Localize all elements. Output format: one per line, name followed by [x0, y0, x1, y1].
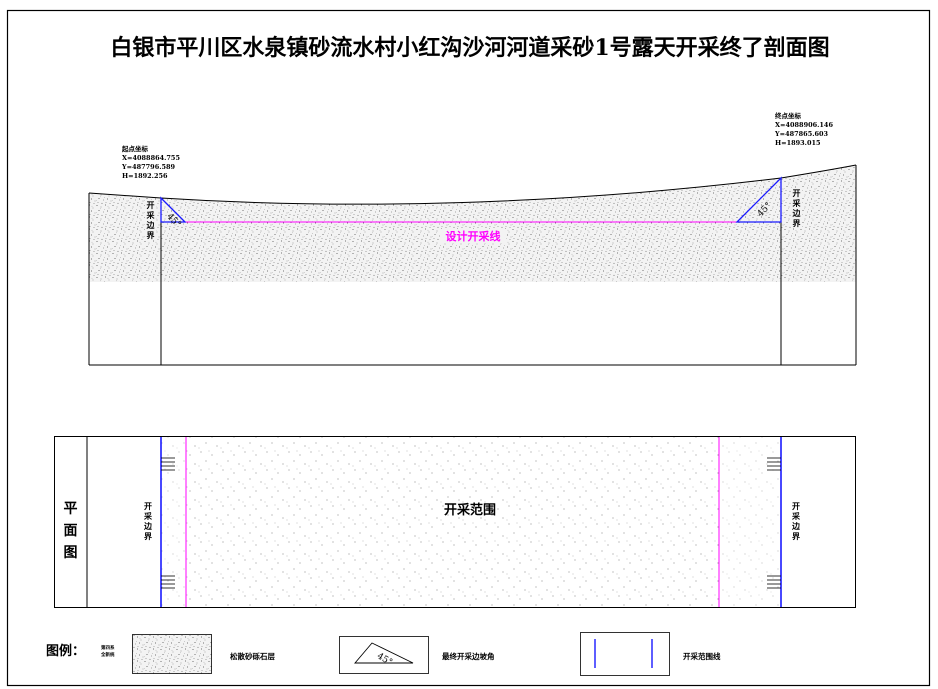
drawing-title: 白银市平川区水泉镇砂流水村小红沟沙河河道采砂1号露天开采终了剖面图 [110, 35, 829, 61]
legend-range-label: 开采范围线 [683, 651, 721, 661]
end-point-coordinates: 终点坐标 X=4088906.146 Y=487865.603 H=1893.0… [774, 111, 833, 147]
left-slope-triangle [160, 196, 187, 223]
right-slope-triangle [735, 176, 782, 223]
svg-text:平面图: 平面图 [64, 501, 78, 561]
legend-slope-swatch [339, 636, 429, 674]
svg-text:开采边界: 开采边界 [143, 501, 153, 541]
plan-buffer-left [161, 437, 186, 607]
section-view: 设计开采线 45° 45° 开采边界 开采边界 起点坐标 X=4088864.7… [88, 111, 857, 366]
sheet-border [6, 9, 931, 687]
section-boundary-right-label: 开采边界 [791, 188, 802, 228]
design-mining-line-label: 设计开采线 [446, 229, 501, 243]
end-point-label: 终点坐标 [775, 111, 802, 120]
start-point-h: H=1892.256 [122, 172, 168, 180]
legend-gravel-label: 松散砂砾石层 [230, 651, 275, 661]
design-line-label-bg [440, 229, 506, 243]
legend-slope-triangle [354, 642, 414, 664]
svg-text:开采边界: 开采边界 [146, 200, 156, 240]
legend-small-label-1: 第四系 [101, 644, 115, 651]
legend-small-label-2: 全新统 [100, 651, 115, 658]
end-point-x: X=4088906.146 [775, 121, 833, 129]
plan-view: 开采范围 平面图 开采边界 开采边界 [54, 436, 856, 608]
legend-range-swatch [580, 632, 670, 676]
legend-slope-label: 最终开采边坡角 [442, 651, 495, 661]
plan-buffer-right [719, 437, 781, 607]
legend-gravel-swatch [132, 634, 212, 674]
plan-boundary-left-label: 开采边界 [143, 501, 153, 541]
end-point-h: H=1893.015 [775, 139, 821, 147]
start-point-coordinates: 起点坐标 X=4088864.755 Y=487796.589 H=1892.2… [121, 144, 180, 180]
ground-surface-line [88, 164, 857, 205]
plan-hatch-marks [161, 457, 781, 589]
plan-boundary-right-label: 开采边界 [791, 501, 801, 541]
section-boundary-left-label: 开采边界 [145, 200, 156, 240]
start-point-x: X=4088864.755 [122, 154, 180, 162]
gravel-layer [89, 165, 856, 282]
legend-heading: 图例： [46, 643, 85, 659]
start-point-y: Y=487796.589 [121, 163, 176, 171]
plan-range-label: 开采范围 [444, 502, 496, 518]
end-point-y: Y=487865.603 [774, 130, 829, 138]
plan-side-label: 平面图 [64, 501, 78, 561]
mining-range-area [186, 437, 719, 607]
svg-text:开采边界: 开采边界 [791, 501, 801, 541]
legend: 图例： 第四系 全新统 松散砂砾石层 45° 最终开采边坡角 开采范围线 [46, 632, 721, 676]
start-point-label: 起点坐标 [121, 144, 149, 153]
svg-text:开采边界: 开采边界 [792, 188, 802, 228]
